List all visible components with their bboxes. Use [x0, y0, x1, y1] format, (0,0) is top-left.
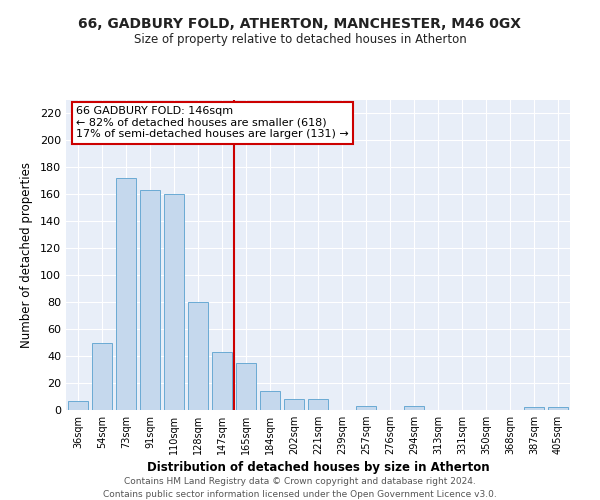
- Bar: [404, 406, 424, 410]
- Text: 66 GADBURY FOLD: 146sqm
← 82% of detached houses are smaller (618)
17% of semi-d: 66 GADBURY FOLD: 146sqm ← 82% of detache…: [76, 106, 349, 140]
- Bar: [284, 399, 304, 410]
- Bar: [524, 408, 544, 410]
- Text: Contains HM Land Registry data © Crown copyright and database right 2024.: Contains HM Land Registry data © Crown c…: [124, 478, 476, 486]
- Bar: [92, 342, 112, 410]
- Bar: [188, 302, 208, 410]
- Bar: [212, 352, 232, 410]
- Text: Contains public sector information licensed under the Open Government Licence v3: Contains public sector information licen…: [103, 490, 497, 499]
- Bar: [236, 363, 256, 410]
- Bar: [116, 178, 136, 410]
- Bar: [356, 406, 376, 410]
- X-axis label: Distribution of detached houses by size in Atherton: Distribution of detached houses by size …: [146, 462, 490, 474]
- Bar: [260, 391, 280, 410]
- Text: Size of property relative to detached houses in Atherton: Size of property relative to detached ho…: [134, 32, 466, 46]
- Text: 66, GADBURY FOLD, ATHERTON, MANCHESTER, M46 0GX: 66, GADBURY FOLD, ATHERTON, MANCHESTER, …: [79, 18, 521, 32]
- Bar: [164, 194, 184, 410]
- Bar: [68, 400, 88, 410]
- Bar: [308, 399, 328, 410]
- Bar: [548, 408, 568, 410]
- Bar: [140, 190, 160, 410]
- Y-axis label: Number of detached properties: Number of detached properties: [20, 162, 33, 348]
